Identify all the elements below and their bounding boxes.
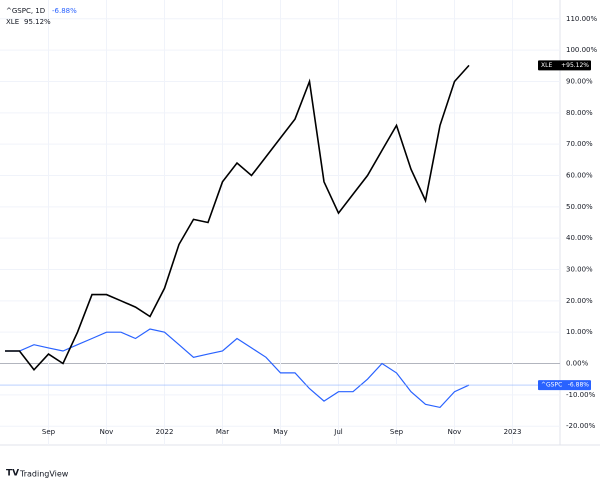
y-tick-label: 60.00% [566, 171, 593, 179]
x-tick-label: Sep [390, 428, 404, 436]
y-tick-label: -20.00% [566, 422, 596, 430]
y-tick-label: 80.00% [566, 109, 593, 117]
price-tag [538, 380, 591, 391]
y-tick-label: 30.00% [566, 266, 593, 274]
x-tick-label: Nov [448, 428, 462, 436]
price-tag-name: ^GSPC [541, 382, 562, 389]
y-tick-label: 0.00% [566, 360, 589, 368]
legend-value: 95.12% [24, 18, 51, 26]
legend-value: -6.88% [52, 7, 77, 15]
x-tick-label: Mar [216, 428, 229, 436]
y-tick-label: 70.00% [566, 140, 593, 148]
x-tick-label: 2023 [504, 428, 522, 436]
x-tick-label: Sep [42, 428, 56, 436]
y-tick-label: 10.00% [566, 328, 593, 336]
y-tick-label: 20.00% [566, 297, 593, 305]
brand: TradingView [19, 470, 69, 479]
chart-title: ^GSPC, 1D [6, 7, 45, 15]
x-tick-label: Jul [333, 428, 343, 436]
x-tick-label: Nov [100, 428, 114, 436]
price-tag-name: XLE [541, 62, 552, 69]
y-tick-label: 40.00% [566, 234, 593, 242]
brand-logo: TV [6, 469, 19, 479]
y-tick-label: 50.00% [566, 203, 593, 211]
y-tick-label: 110.00% [566, 15, 597, 23]
legend-name: XLE [6, 18, 19, 26]
price-tag-value: -6.88% [568, 382, 590, 389]
x-tick-label: 2022 [156, 428, 174, 436]
line-series [5, 64, 470, 372]
y-tick-label: -10.00% [566, 391, 596, 399]
y-tick-label: 90.00% [566, 77, 593, 85]
price-tag [538, 60, 591, 71]
price-tag-value: +95.12% [561, 62, 589, 69]
y-tick-label: 100.00% [566, 46, 597, 54]
x-tick-label: May [273, 428, 287, 436]
line-series [5, 328, 470, 409]
